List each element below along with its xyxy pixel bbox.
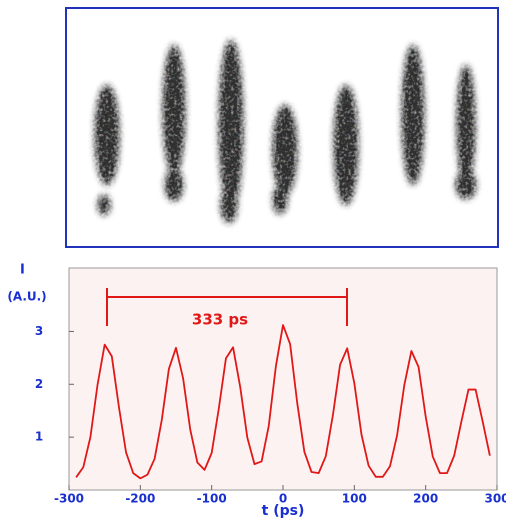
y-tick-label: 2: [35, 377, 43, 391]
x-tick-label: 200: [413, 492, 438, 506]
y-axis-unit: (A.U.): [7, 290, 46, 304]
x-tick-label: 0: [279, 492, 287, 506]
x-tick-label: -100: [197, 492, 227, 506]
annotation-bracket: [106, 288, 348, 326]
y-tick-label: 1: [35, 430, 43, 444]
x-tick-label: 300: [484, 492, 506, 506]
x-tick-label: -200: [125, 492, 155, 506]
streaks: [95, 40, 476, 223]
y-tick-label: 3: [35, 324, 43, 338]
annotation: 333 ps: [192, 311, 248, 329]
streak-image: [65, 7, 499, 248]
y-axis-label: I: [20, 263, 25, 278]
x-tick-label: 100: [342, 492, 367, 506]
data-line: [75, 324, 491, 480]
x-tick-label: -300: [54, 492, 84, 506]
plot-area: [68, 267, 498, 491]
x-axis-label: t (ps): [262, 503, 305, 519]
